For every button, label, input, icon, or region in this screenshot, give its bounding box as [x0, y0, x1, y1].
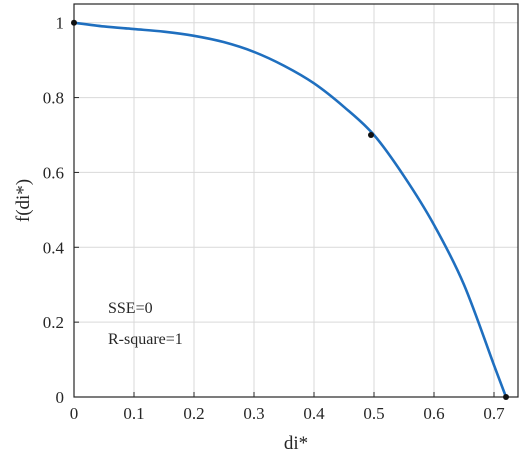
data-point [368, 132, 374, 138]
data-point [71, 19, 77, 26]
data-points [71, 19, 509, 400]
x-tick-label: 0.2 [183, 404, 204, 423]
x-axis-label: di* [284, 433, 308, 454]
y-tick-label: 1 [56, 14, 65, 33]
y-tick-labels: 0 0.2 0.4 0.6 0.8 1 [43, 14, 65, 407]
y-tick-label: 0.6 [43, 163, 64, 182]
x-tick-label: 0 [70, 404, 79, 423]
x-tick-label: 0.3 [243, 404, 264, 423]
y-tick-label: 0 [56, 388, 65, 407]
x-tick-label: 0.4 [303, 404, 325, 423]
y-axis-label: f(di*) [13, 179, 34, 222]
fit-curve-line [73, 21, 508, 398]
x-tick-label: 0.1 [123, 404, 144, 423]
x-tick-label: 0.7 [483, 404, 505, 423]
plot-area-frame [73, 3, 519, 398]
x-tick-labels: 0 0.1 0.2 0.3 0.4 0.5 0.6 0.7 [70, 404, 505, 423]
y-tick-label: 0.2 [43, 313, 64, 332]
series-lines [73, 21, 508, 398]
grid-lines [73, 4, 518, 398]
y-tick-label: 0.8 [43, 89, 64, 108]
sse-annotation: SSE=0 [108, 300, 153, 317]
x-tick-label: 0.5 [363, 404, 384, 423]
y-tick-label: 0.4 [43, 238, 65, 257]
r-square-annotation: R-square=1 [108, 331, 183, 348]
data-point [503, 394, 509, 400]
x-tick-label: 0.6 [423, 404, 444, 423]
